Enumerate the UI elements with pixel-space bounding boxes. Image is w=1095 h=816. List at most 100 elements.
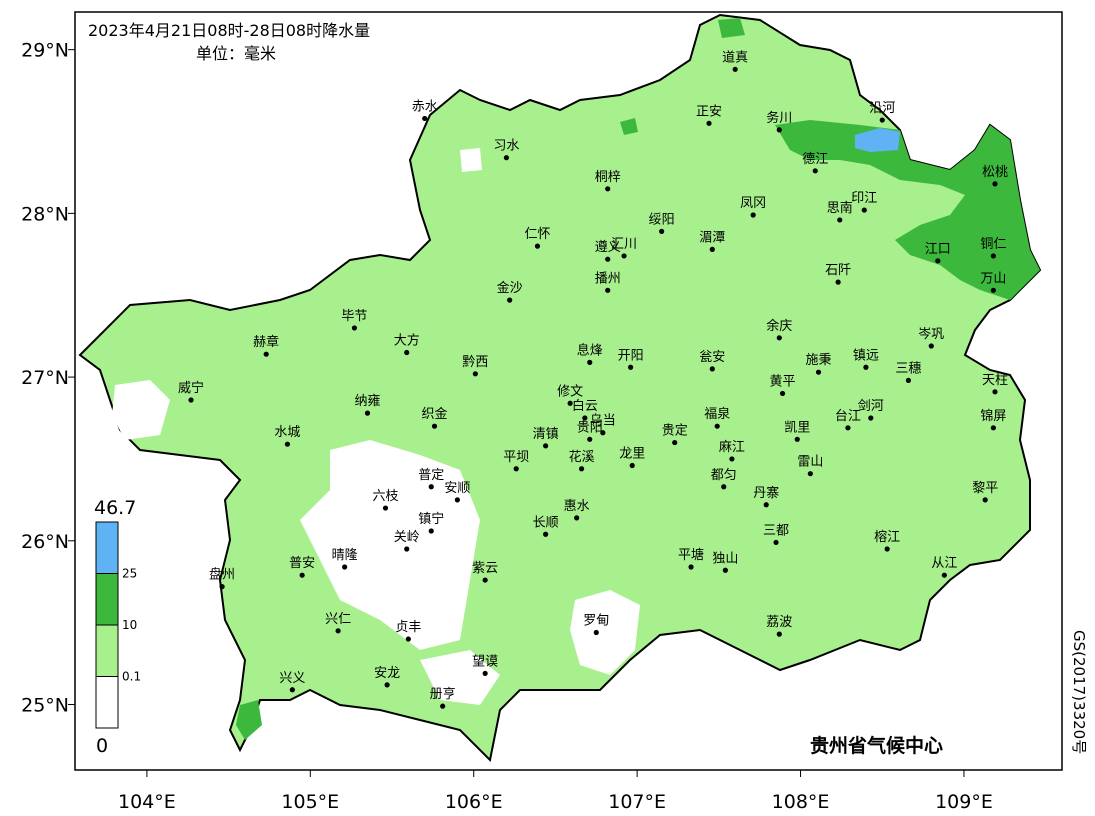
city-dot — [605, 287, 611, 293]
city-label: 印江 — [851, 191, 877, 206]
city-label: 金沙 — [497, 280, 523, 296]
city-label: 紫云 — [472, 561, 498, 576]
city-label: 台江 — [835, 409, 861, 424]
city-label: 凤冈 — [740, 196, 766, 211]
city-dot — [482, 670, 488, 677]
city-label: 麻江 — [719, 440, 745, 455]
city-label: 剑河 — [858, 398, 884, 414]
city-dot — [815, 369, 822, 375]
city-dot — [384, 682, 390, 688]
x-tick-label: 108°E — [772, 791, 830, 813]
province-area — [78, 13, 1042, 763]
city-label: 都匀 — [711, 468, 737, 483]
city-label: 乌当 — [590, 413, 616, 429]
city-dot — [513, 466, 519, 472]
city-label: 雷山 — [797, 455, 823, 470]
city-dot — [941, 572, 947, 578]
legend-label: 46.7 — [94, 497, 136, 519]
wet-area — [718, 18, 745, 38]
city-label: 桐梓 — [595, 170, 621, 185]
city-label: 晴隆 — [332, 548, 358, 563]
city-dot — [868, 415, 874, 421]
city-dot — [431, 423, 438, 429]
legend-label: 0 — [96, 735, 108, 757]
city-label: 六枝 — [372, 489, 398, 504]
city-label: 道真 — [722, 50, 748, 65]
city-label: 水城 — [274, 425, 300, 440]
city-dot — [837, 217, 843, 223]
city-label: 关岭 — [394, 530, 420, 545]
city-label: 镇宁 — [418, 511, 444, 527]
city-label: 普安 — [289, 556, 315, 571]
city-dot — [299, 572, 305, 578]
dry-area — [300, 440, 480, 650]
city-label: 三穗 — [895, 361, 921, 376]
legend-swatch — [95, 573, 119, 626]
city-dot — [422, 115, 428, 122]
city-label: 余庆 — [766, 318, 792, 334]
city-dot — [773, 539, 779, 546]
credit: 贵州省气候中心 — [810, 734, 943, 757]
city-dot — [729, 456, 735, 462]
city-label: 瓮安 — [699, 350, 725, 365]
city-dot — [722, 567, 728, 573]
city-label: 万山 — [980, 271, 1006, 286]
dry-area — [112, 380, 170, 440]
city-label: 铜仁 — [980, 237, 1006, 252]
city-dot — [534, 243, 541, 249]
city-label: 施秉 — [806, 352, 832, 368]
heavy-area — [855, 128, 900, 152]
dry-area — [420, 650, 500, 705]
city-label: 贵定 — [662, 424, 688, 439]
city-label: 安顺 — [444, 481, 470, 496]
city-dot — [659, 228, 665, 234]
city-label: 贞丰 — [395, 620, 421, 635]
city-dot — [732, 66, 738, 72]
city-label: 锦屏 — [980, 409, 1006, 424]
city-label: 黎平 — [972, 481, 998, 496]
map-title: 2023年4月21日08时-28日08时降水量 — [88, 21, 370, 40]
city-dot — [482, 577, 488, 583]
city-dot — [454, 497, 460, 503]
city-dot — [709, 246, 715, 252]
city-dot — [928, 343, 934, 349]
x-tick-label: 104°E — [118, 791, 176, 813]
city-dot — [567, 400, 573, 406]
city-label: 盘州 — [209, 567, 235, 583]
legend-label: 25 — [122, 567, 137, 581]
city-label: 天柱 — [982, 373, 1008, 388]
city-dot — [992, 389, 998, 395]
city-label: 岑巩 — [918, 327, 944, 342]
legend-swatch — [95, 521, 119, 574]
city-label: 罗甸 — [583, 613, 609, 628]
city-dot — [879, 117, 885, 123]
city-label: 湄潭 — [699, 230, 725, 245]
city-dot — [587, 359, 593, 365]
city-dot — [861, 207, 867, 213]
city-dot — [289, 687, 295, 693]
city-dot — [472, 371, 478, 377]
map-layer: 104°E 105°E 106°E 107°E 108°E 109°E 29°N 28°N 27… — [21, 40, 1008, 813]
city-label: 石阡 — [825, 263, 851, 278]
city-label: 福泉 — [704, 406, 730, 422]
city-dot — [807, 471, 813, 477]
city-label: 望谟 — [472, 653, 498, 669]
city-dot — [405, 636, 411, 642]
city-label: 修文 — [557, 384, 583, 399]
city-label: 兴仁 — [325, 612, 351, 627]
city-dot — [990, 425, 996, 431]
city-dot — [507, 297, 513, 303]
city-dot — [709, 366, 715, 372]
city-label: 惠水 — [564, 499, 590, 514]
city-dot — [688, 564, 694, 570]
legend-swatch — [95, 676, 119, 729]
city-label: 汇川 — [611, 237, 637, 252]
city-dot — [263, 351, 269, 357]
city-dot — [600, 430, 606, 436]
city-dot — [627, 364, 634, 370]
city-dot — [578, 466, 585, 472]
city-dot — [776, 127, 782, 133]
city-label: 普定 — [418, 468, 444, 483]
city-dot — [428, 484, 434, 490]
